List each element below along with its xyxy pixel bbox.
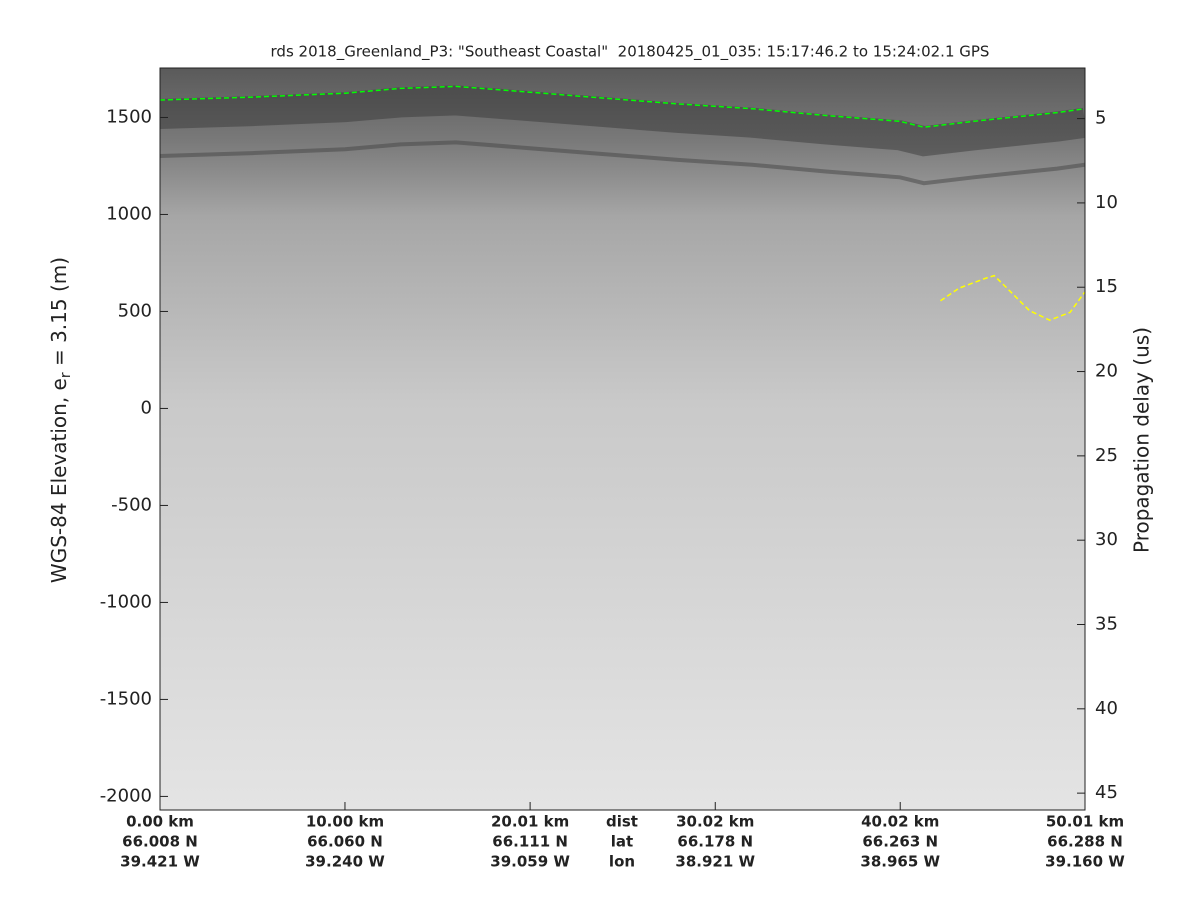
- y-label-sub: r: [58, 372, 74, 378]
- lon-label: 38.965 W: [860, 853, 940, 871]
- layer-line: [160, 85, 1085, 128]
- echogram-image: [160, 68, 1085, 810]
- lon-label: 39.059 W: [490, 853, 570, 871]
- lat-label: 66.178 N: [677, 833, 753, 851]
- row-name: lat: [611, 833, 633, 851]
- y-tick-label: 1500: [106, 106, 152, 127]
- y2-tick-label: 20: [1095, 361, 1118, 382]
- x-tick-label: 50.01 km: [1046, 813, 1124, 831]
- y-tick-label: 500: [118, 300, 152, 321]
- y-tick-label: -1500: [100, 688, 152, 709]
- chart-title: rds 2018_Greenland_P3: "Southeast Coasta…: [271, 43, 990, 62]
- lat-label: 66.111 N: [492, 833, 568, 851]
- lon-label: 39.160 W: [1045, 853, 1125, 871]
- layer-line: [940, 274, 1085, 322]
- lat-label: 66.263 N: [862, 833, 938, 851]
- y-tick-label: 1000: [106, 203, 152, 224]
- lat-label: 66.008 N: [122, 833, 198, 851]
- x-tick-label: 10.00 km: [306, 813, 384, 831]
- y2-tick-label: 10: [1095, 192, 1118, 213]
- x-tick-label: 30.02 km: [676, 813, 754, 831]
- row-name: dist: [606, 813, 638, 831]
- row-name: lon: [609, 853, 635, 871]
- y2-tick-label: 40: [1095, 698, 1118, 719]
- y-label-rest: = 3.15 (m): [47, 257, 71, 372]
- x-tick-label: 0.00 km: [126, 813, 194, 831]
- lon-label: 39.240 W: [305, 853, 385, 871]
- y-tick-label: -2000: [100, 785, 152, 806]
- lat-label: 66.288 N: [1047, 833, 1123, 851]
- y-tick-label: 0: [141, 397, 152, 418]
- y-tick-label: -500: [111, 494, 152, 515]
- y2-tick-label: 15: [1095, 276, 1118, 297]
- lon-label: 39.421 W: [120, 853, 200, 871]
- y2-axis-label: Propagation delay (us): [1130, 327, 1154, 553]
- lat-label: 66.060 N: [307, 833, 383, 851]
- y-axis-label: WGS-84 Elevation, er = 3.15 (m): [47, 257, 75, 583]
- lon-label: 38.921 W: [675, 853, 755, 871]
- internal-layer: [160, 140, 1085, 186]
- y2-tick-label: 30: [1095, 529, 1118, 550]
- x-tick-label: 40.02 km: [861, 813, 939, 831]
- plot-area: [160, 85, 1085, 322]
- y2-tick-label: 5: [1095, 108, 1106, 129]
- y2-tick-label: 35: [1095, 614, 1118, 635]
- y-tick-label: -1000: [100, 591, 152, 612]
- y-label-main: WGS-84 Elevation, e: [47, 378, 71, 583]
- x-tick-label: 20.01 km: [491, 813, 569, 831]
- surface-shadow: [160, 85, 1085, 157]
- axes-box: [159, 67, 1086, 811]
- y2-tick-label: 45: [1095, 782, 1118, 803]
- y2-tick-label: 25: [1095, 445, 1118, 466]
